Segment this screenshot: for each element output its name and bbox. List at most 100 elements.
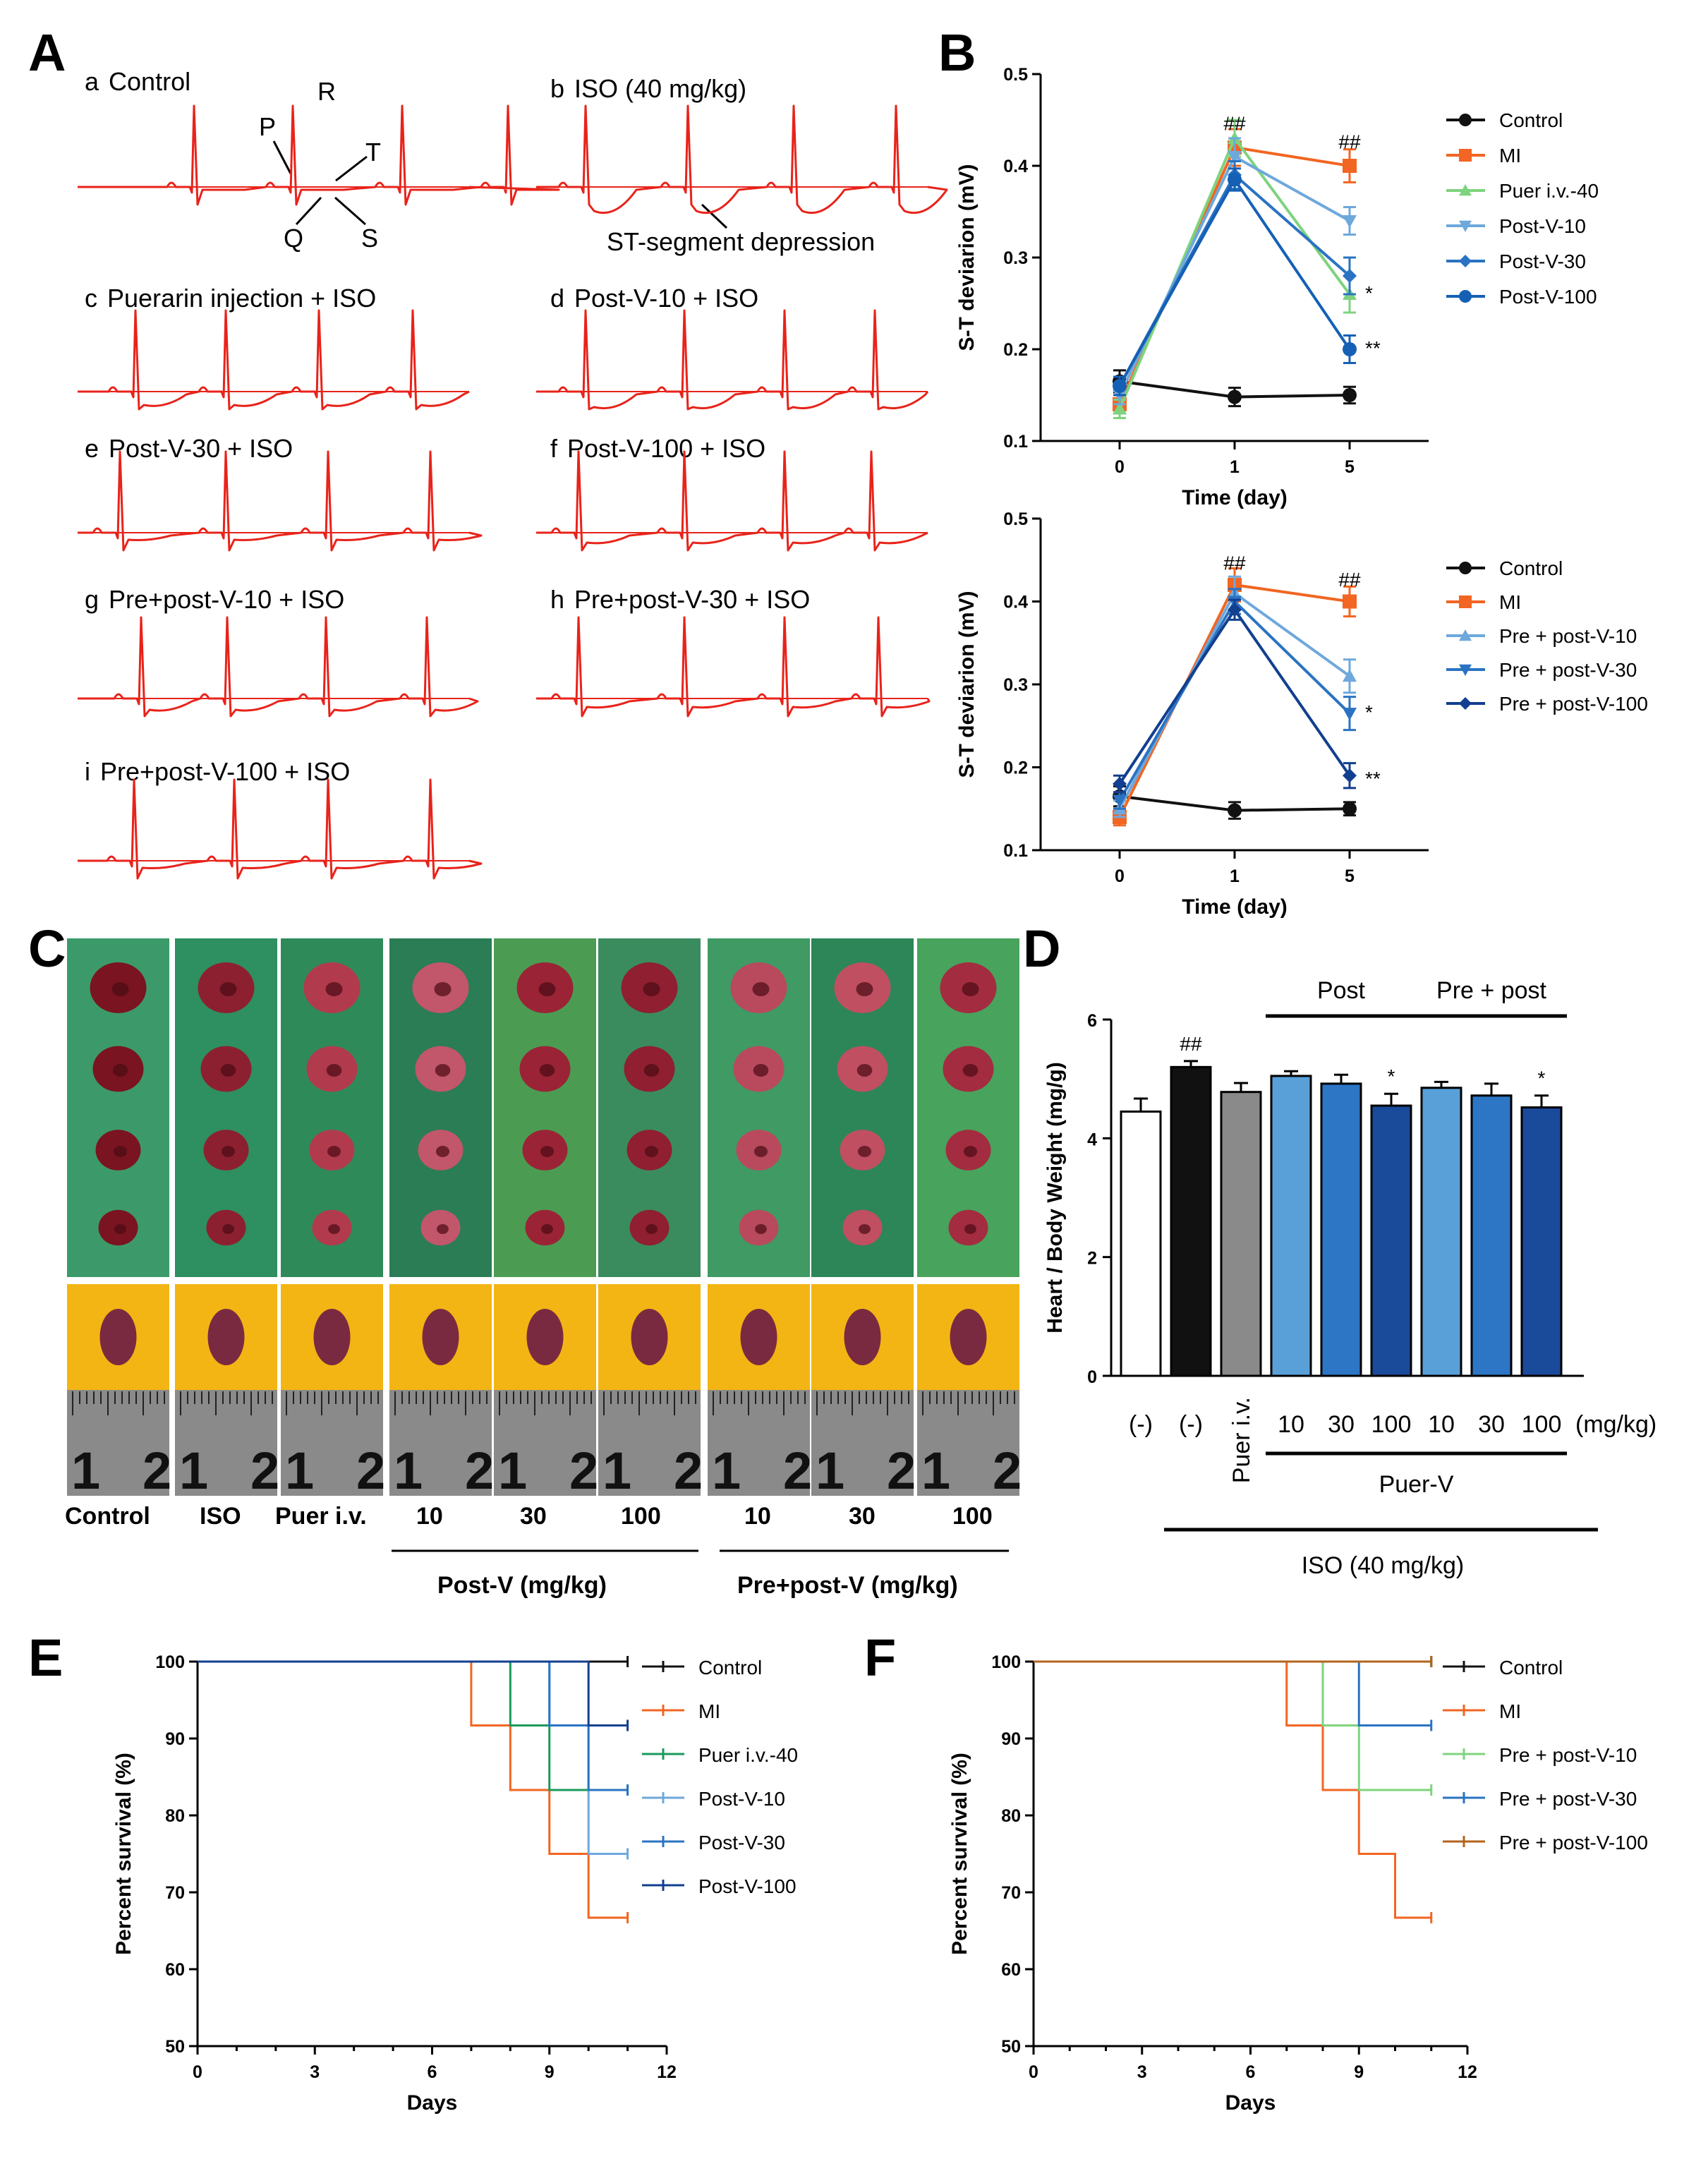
km-y-tick-label-4: 90: [165, 1729, 185, 1749]
series-line-2: [1118, 591, 1351, 810]
legend-label-2: Puer i.v.-40: [1499, 180, 1599, 202]
c-ruler-num2-8: 2: [993, 1441, 1022, 1500]
ecg-trace-7: [536, 616, 931, 718]
legend-label-0: Control: [1499, 557, 1563, 579]
ecg-title-g: g Pre+post-V-10 + ISO: [85, 585, 344, 614]
km-x-tick-label-2: 6: [1246, 2062, 1256, 2082]
wave-label-p: P: [259, 112, 276, 141]
ecg-trace-0: [78, 104, 560, 206]
point-5-0: [1113, 379, 1127, 393]
c-lumen-1-1: [220, 1064, 236, 1077]
c-ruler-bg-5: [598, 1390, 701, 1496]
c-heart-1: [207, 1309, 245, 1365]
legend-marker-1: [1459, 595, 1472, 608]
legend-marker-3: [1459, 664, 1472, 676]
c-ruler-num1-2: 1: [285, 1441, 314, 1500]
km-legend-label-3: Post-V-10: [698, 1788, 785, 1810]
point-3-2: [1343, 215, 1357, 228]
ecg-trace-2: [78, 309, 470, 411]
c-lumen-0-1: [112, 1064, 128, 1077]
ecg-title-i: i Pre+post-V-100 + ISO: [85, 757, 350, 786]
wave-label-s: S: [361, 224, 378, 253]
d-y-tick-label-2: 4: [1087, 1130, 1097, 1149]
wave-label-t: T: [365, 138, 381, 167]
c-ruler-num2-3: 2: [465, 1441, 494, 1500]
c-heart-3: [422, 1309, 459, 1365]
ecg-title-h: h Pre+post-V-30 + ISO: [550, 585, 810, 614]
point-5-1: [1228, 172, 1242, 187]
c-lumen-8-0: [962, 982, 979, 996]
c-ruler-num1-3: 1: [394, 1441, 423, 1500]
c-lumen-6-3: [755, 1224, 767, 1234]
x-tick-label-2: 5: [1345, 866, 1355, 886]
ecg-title-c: c Puerarin injection + ISO: [85, 284, 376, 313]
annotation-2: *: [1365, 282, 1373, 304]
panel-letter-d: D: [1023, 919, 1060, 978]
km-legend-label-0: Control: [698, 1657, 762, 1679]
km-legend-label-3: Pre + post-V-30: [1499, 1788, 1637, 1810]
ecg-traces: [78, 104, 948, 880]
y-tick-label-0: 0.1: [1003, 841, 1028, 861]
d-cat-label-1: (-): [1179, 1411, 1203, 1438]
c-lumen-6-1: [753, 1064, 769, 1077]
c-ruler-num2-7: 2: [887, 1441, 916, 1500]
legend-marker-2: [1459, 629, 1472, 641]
point-1-2: [1343, 594, 1357, 609]
d-puerv-label: Puer-V: [1379, 1471, 1454, 1498]
c-lumen-5-1: [643, 1064, 660, 1077]
x-tick-label-2: 5: [1345, 457, 1355, 477]
c-ruler-num2-0: 2: [143, 1441, 171, 1500]
d-cat-label-3: 10: [1278, 1411, 1304, 1438]
d-cat-label-4: 30: [1328, 1411, 1355, 1438]
c-ruler-num2-1: 2: [250, 1441, 279, 1500]
wave-label-q: Q: [284, 224, 303, 253]
annotation-1: ##: [1338, 131, 1361, 153]
c-lumen-6-0: [752, 982, 770, 996]
legend-label-5: Post-V-100: [1499, 286, 1597, 308]
y-tick-label-1: 0.2: [1003, 340, 1028, 360]
km-y-tick-label-0: 50: [165, 2037, 185, 2057]
c-label-5: 100: [621, 1503, 661, 1530]
km-x-tick-label-2: 6: [428, 2062, 437, 2082]
series-line-4: [1118, 607, 1351, 785]
annotation-3: **: [1365, 337, 1381, 359]
ecg-title-d: d Post-V-10 + ISO: [550, 284, 758, 313]
legend-label-2: Pre + post-V-10: [1499, 625, 1637, 647]
c-ruler-num1-7: 1: [816, 1441, 844, 1500]
point-0-2: [1343, 388, 1357, 402]
c-lumen-3-3: [437, 1224, 449, 1234]
annotation-2: *: [1365, 701, 1373, 723]
c-lumen-1-0: [219, 982, 237, 996]
km-legend-label-2: Pre + post-V-10: [1499, 1744, 1637, 1766]
c-heart-6: [740, 1309, 777, 1365]
c-ruler-num1-4: 1: [498, 1441, 527, 1500]
point-4-0: [1113, 777, 1127, 791]
panel-letter-b: B: [938, 23, 976, 82]
km-legend-label-1: MI: [698, 1700, 720, 1722]
ecg-title-f: f Post-V-100 + ISO: [550, 434, 765, 463]
ecg-trace-1: [536, 104, 948, 214]
d-bar-2: [1220, 1091, 1262, 1377]
c-group-pre: Pre+post-V (mg/kg): [737, 1572, 958, 1599]
c-lumen-2-3: [328, 1224, 340, 1234]
c-heart-5: [631, 1309, 668, 1365]
series-line-5: [1118, 176, 1351, 387]
d-group-prepost: Pre + post: [1436, 977, 1546, 1004]
y-tick-label-2: 0.3: [1003, 675, 1028, 695]
y-tick-label-3: 0.4: [1003, 157, 1028, 176]
arrow-t: [335, 155, 368, 182]
d-annotation-0: ##: [1180, 1033, 1202, 1055]
ecg-trace-4: [78, 450, 483, 552]
point-0-1: [1228, 803, 1242, 818]
km-y-tick-label-2: 70: [1001, 1883, 1021, 1903]
c-lumen-3-1: [435, 1064, 451, 1077]
c-lumen-7-2: [857, 1146, 872, 1157]
d-cat-label-5: 100: [1371, 1411, 1412, 1438]
panel-d-chart: 0 2 4 6 Heart / Body Weight (mg/g) ## * * (-) (-)…: [1043, 977, 1656, 1579]
c-ruler-num1-6: 1: [712, 1441, 741, 1500]
d-y-tick-label-0: 0: [1087, 1367, 1097, 1387]
ecg-trace-8: [78, 778, 483, 880]
point-3-2: [1343, 708, 1357, 721]
km-curve-5: [198, 1660, 628, 1726]
point-0-1: [1228, 389, 1242, 404]
